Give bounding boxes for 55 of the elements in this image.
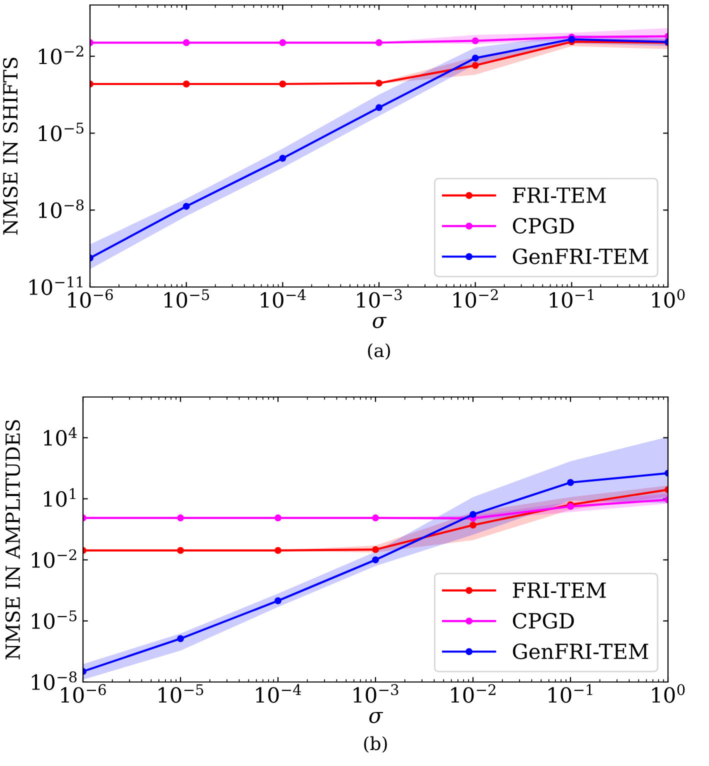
point [279, 39, 286, 46]
x-axis-title: σ [372, 317, 387, 328]
y-tick-label: 10$^{−5}$ [38, 122, 84, 142]
y-tick-label: 10$^{4}$ [44, 427, 77, 446]
point [472, 54, 479, 62]
x-tick-label: 10$^{0}$ [652, 289, 685, 308]
x-tick-label: 10$^{−2}$ [451, 684, 496, 703]
x-tick-label: 10$^{−5}$ [164, 289, 210, 308]
text: (a) [368, 343, 390, 360]
legend-label: FRI-TEM [512, 582, 606, 598]
x-tick-label: 10$^{−4}$ [256, 684, 302, 703]
legend-label: GenFRI-TEM [512, 248, 648, 264]
y-axis-title: NMSE IN SHIFTS [2, 58, 18, 235]
point [470, 522, 476, 529]
x-tick-label: 10$^{0}$ [652, 684, 685, 703]
point [274, 597, 282, 604]
y-tick-label: 10$^{−2}$ [32, 549, 76, 568]
x-tick-label: 10$^{−3}$ [354, 684, 398, 703]
x-tick-label: 10$^{−4}$ [260, 289, 306, 308]
point [177, 514, 184, 522]
point [472, 37, 479, 44]
point [177, 635, 184, 642]
legend-label: FRI-TEM [512, 188, 606, 203]
x-tick-label: 10$^{−1}$ [548, 684, 592, 703]
y-tick-label: 10$^{−8}$ [38, 199, 84, 218]
point [182, 39, 190, 46]
legend-label: CPGD [512, 612, 574, 629]
x-tick-label: 10$^{−1}$ [550, 289, 594, 308]
point [372, 514, 379, 522]
x-tick-label: 10$^{−3}$ [357, 289, 402, 308]
point [279, 154, 286, 162]
point [182, 202, 190, 210]
point [182, 80, 190, 88]
point [470, 510, 476, 518]
point [177, 546, 184, 554]
point [472, 62, 479, 69]
x-tick-label: 10$^{−2}$ [454, 289, 498, 308]
x-tick-label: 10$^{−5}$ [158, 684, 204, 703]
point [279, 80, 286, 88]
point [376, 39, 382, 46]
point [372, 546, 379, 554]
text: (b) [364, 736, 387, 753]
y-tick-label: 10$^{−2}$ [38, 46, 84, 64]
point [372, 556, 379, 564]
point [567, 479, 574, 486]
point [376, 104, 382, 112]
x-axis-title: σ [369, 712, 384, 724]
legend-label: GenFRI-TEM [512, 643, 648, 660]
y-tick-label: 10$^{−5}$ [32, 610, 76, 630]
y-axis-title: NMSE IN AMPLITUDES [5, 420, 20, 660]
point [376, 80, 382, 87]
y-tick-label: 10$^{1}$ [44, 488, 76, 507]
legend-label: CPGD [512, 218, 574, 234]
point [274, 514, 282, 522]
point [274, 546, 282, 554]
